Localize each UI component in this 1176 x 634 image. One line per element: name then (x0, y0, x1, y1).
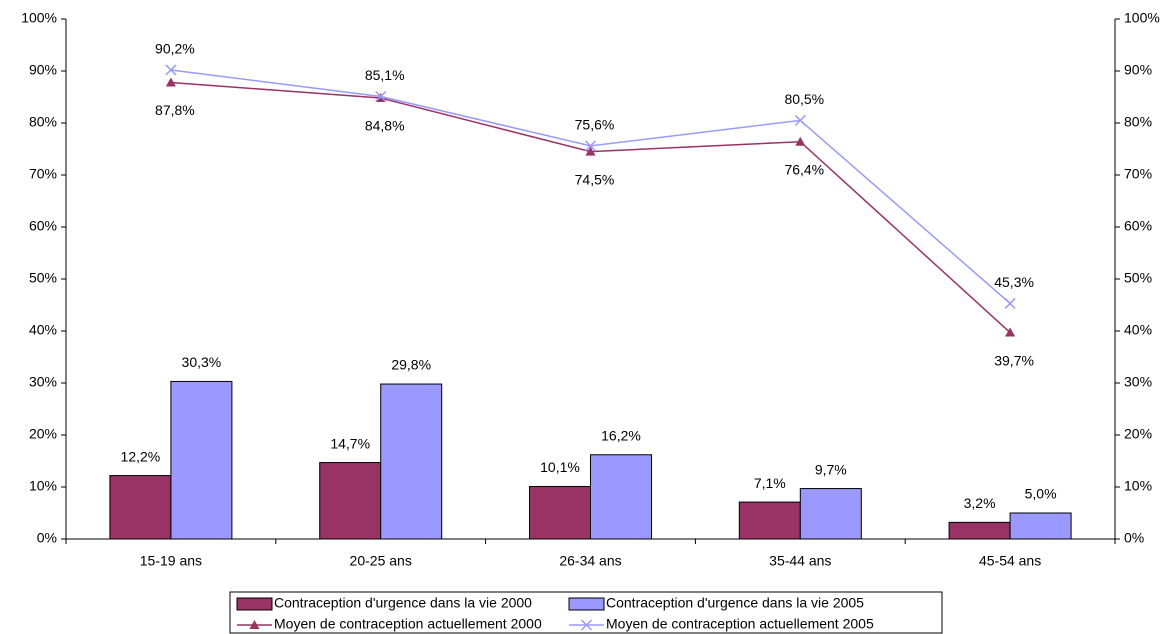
y-tick-label: 90% (29, 62, 57, 78)
x-tick-label: 15-19 ans (140, 553, 202, 569)
legend-swatch (568, 597, 605, 611)
y-tick-label: 80% (29, 114, 57, 130)
bar (109, 475, 172, 540)
y-tick-label: 30% (29, 374, 57, 390)
y-tick-label: 100% (21, 10, 57, 26)
y-tick-label: 60% (29, 218, 57, 234)
x-tick-label: 35-44 ans (769, 553, 831, 569)
y2-tick-label: 30% (1124, 374, 1152, 390)
legend-swatch (236, 597, 273, 611)
data-label: 84,8% (365, 118, 405, 134)
data-label: 39,7% (994, 352, 1034, 368)
bar (380, 383, 443, 540)
marker (794, 114, 806, 126)
marker (1005, 327, 1016, 337)
y2-tick-label: 40% (1124, 322, 1152, 338)
data-label: 9,7% (815, 461, 847, 477)
x-tick-label: 20-25 ans (350, 553, 412, 569)
data-label: 74,5% (575, 171, 615, 187)
marker (1004, 297, 1016, 309)
y2-tick-label: 70% (1124, 166, 1152, 182)
bar (590, 454, 652, 540)
y-tick-label: 10% (29, 478, 57, 494)
y2-tick-label: 60% (1124, 218, 1152, 234)
data-label: 90,2% (155, 41, 195, 57)
marker (165, 77, 176, 87)
y2-tick-label: 50% (1124, 270, 1152, 286)
y2-tick-label: 20% (1124, 426, 1152, 442)
legend-marker (580, 619, 593, 631)
legend-label: Moyen de contraception actuellement 2005 (606, 616, 874, 632)
y2-tick-label: 10% (1124, 478, 1152, 494)
bar (799, 488, 862, 540)
legend-marker (249, 620, 260, 629)
y-tick-label: 50% (29, 270, 57, 286)
data-label: 76,4% (784, 161, 824, 177)
bar (1009, 512, 1072, 540)
data-label: 87,8% (155, 102, 195, 118)
marker (375, 90, 387, 103)
data-label: 80,5% (784, 91, 824, 107)
y2-tick-label: 90% (1124, 62, 1152, 78)
legend-label: Contraception d'urgence dans la vie 2005 (606, 595, 864, 611)
x-tick-label: 45-54 ans (979, 553, 1041, 569)
bar (319, 462, 382, 540)
data-label: 29,8% (391, 357, 431, 373)
bar (529, 485, 591, 540)
data-label: 7,1% (754, 475, 786, 491)
data-label: 30,3% (182, 354, 222, 370)
legend-label: Moyen de contraception actuellement 2000 (274, 616, 542, 632)
bar (170, 380, 233, 540)
data-label: 75,6% (575, 117, 615, 133)
data-label: 14,7% (330, 435, 370, 451)
data-label: 85,1% (365, 67, 405, 83)
y-tick-label: 40% (29, 322, 57, 338)
bar (738, 501, 801, 540)
marker (584, 140, 597, 152)
marker (165, 64, 177, 76)
y-tick-label: 70% (29, 166, 57, 182)
x-tick-label: 26-34 ans (559, 553, 621, 569)
marker (585, 146, 596, 156)
y-tick-label: 20% (29, 426, 57, 442)
legend-label: Contraception d'urgence dans la vie 2000 (274, 595, 532, 611)
marker (795, 136, 806, 146)
y2-tick-label: 100% (1124, 10, 1160, 26)
data-label: 10,1% (540, 459, 580, 475)
bar (948, 521, 1011, 540)
data-label: 16,2% (601, 427, 641, 443)
data-label: 3,2% (964, 495, 996, 511)
y2-tick-label: 80% (1124, 114, 1152, 130)
y-tick-label: 0% (37, 530, 57, 546)
data-label: 12,2% (121, 448, 161, 464)
y2-tick-label: 0% (1124, 530, 1144, 546)
data-label: 45,3% (994, 274, 1034, 290)
data-label: 5,0% (1025, 486, 1057, 502)
